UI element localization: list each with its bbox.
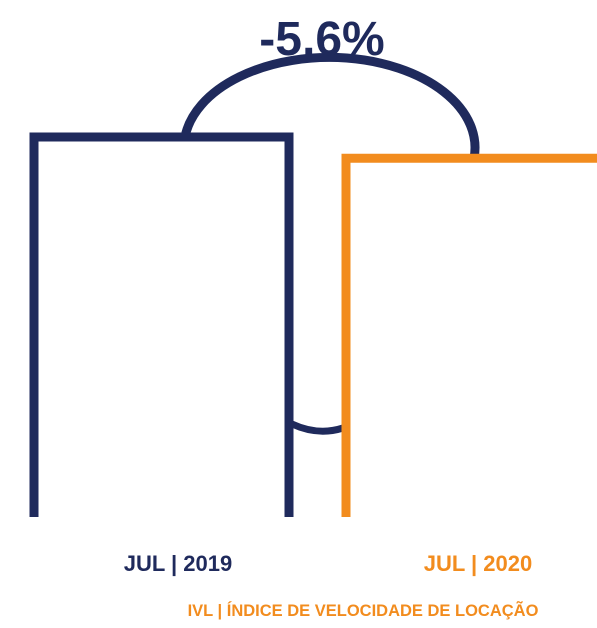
bar-jul-2020 [341,153,597,517]
chart-subtitle: IVL | ÍNDICE DE VELOCIDADE DE LOCAÇÃO [188,600,539,620]
category-label-2019: JUL | 2019 [124,551,233,576]
change-percent-label: -5,6% [259,13,384,66]
change-arc-bottom [290,420,345,435]
bar-jul-2019 [29,132,294,517]
category-label-2020: JUL | 2020 [424,551,533,576]
change-arc-top [180,52,480,160]
